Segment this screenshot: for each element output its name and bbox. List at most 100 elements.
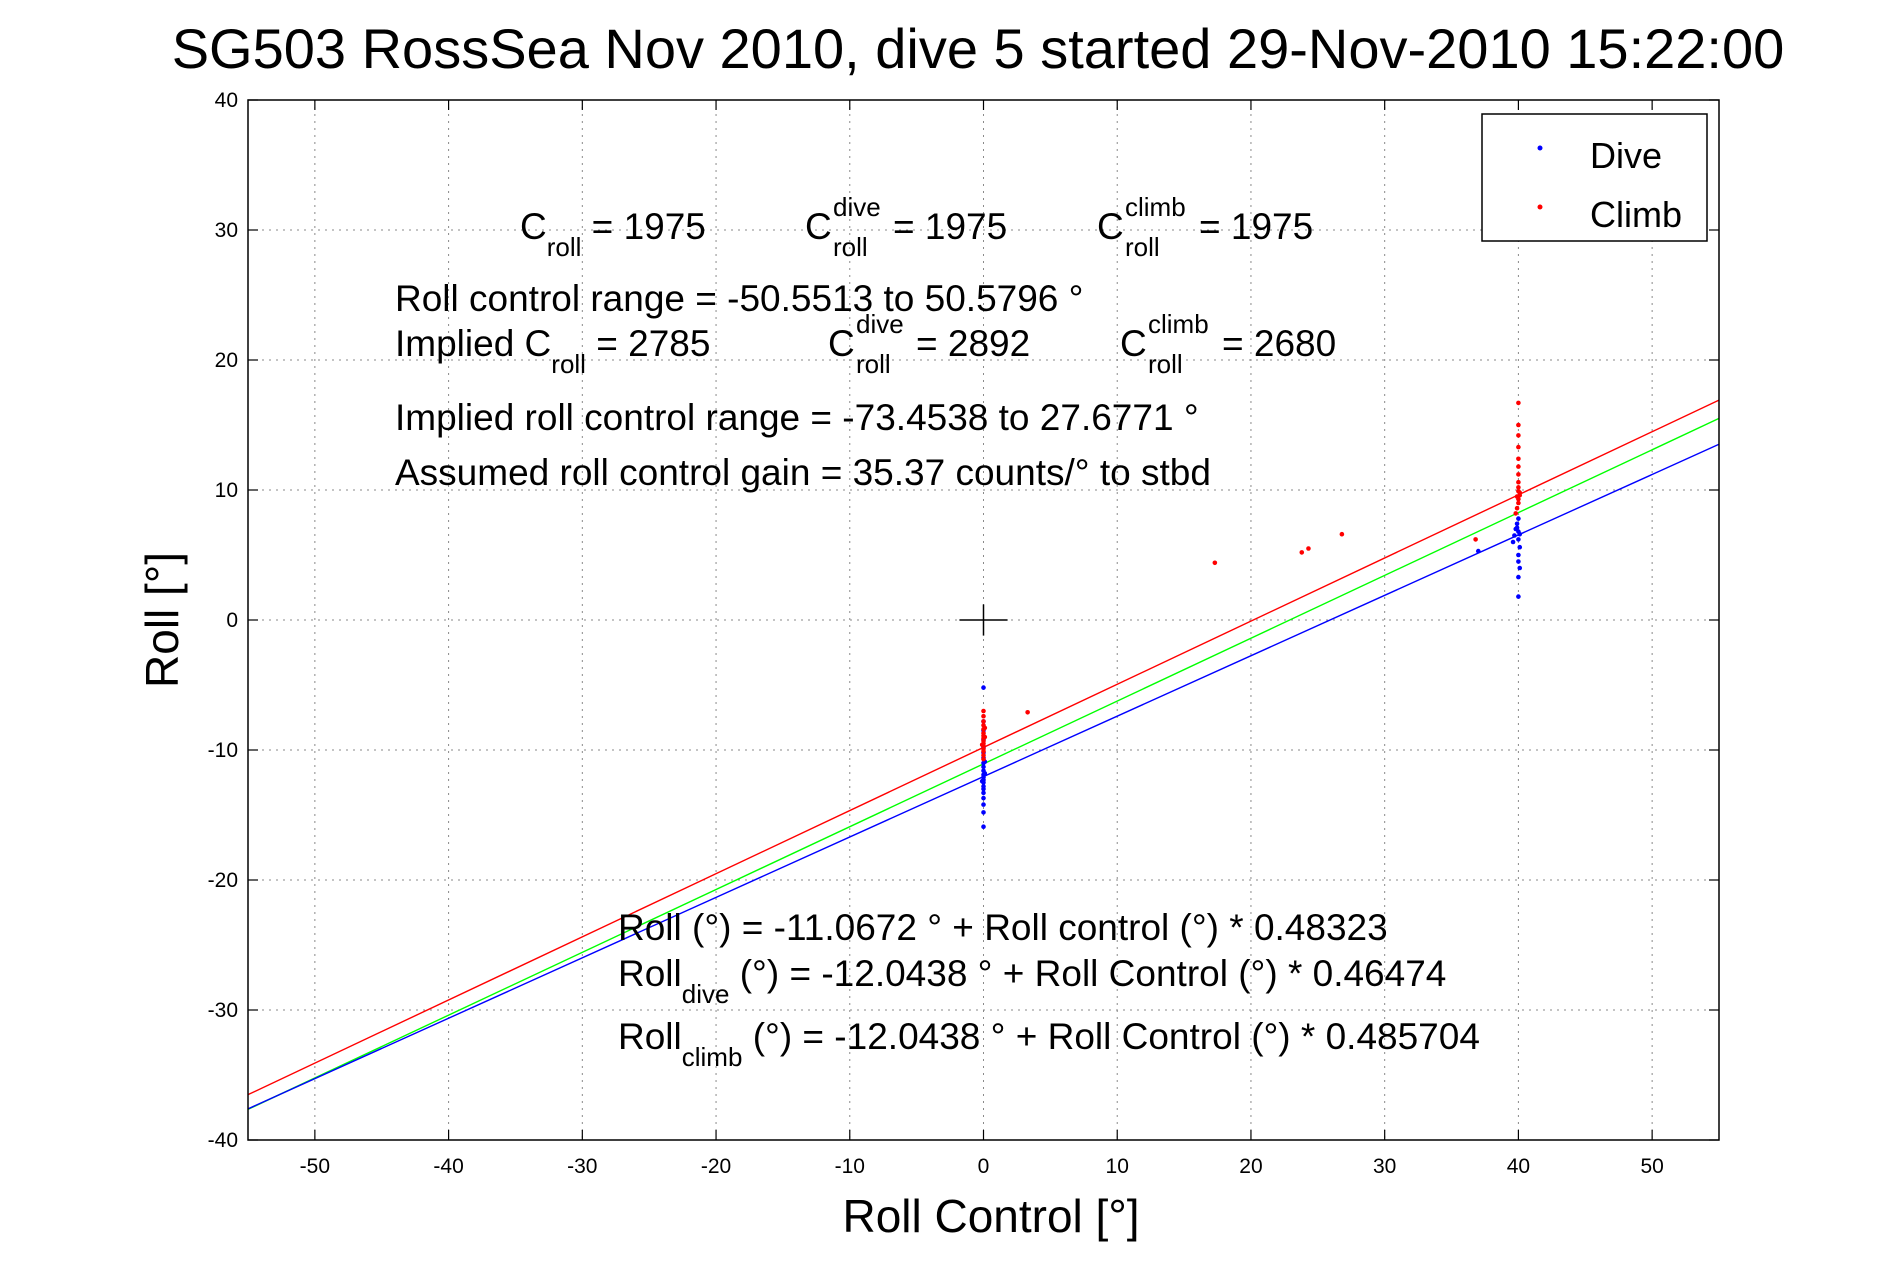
scatter-point-dive	[1517, 544, 1523, 550]
scatter-point-dive	[981, 790, 986, 796]
scatter-point-climb	[1516, 444, 1521, 450]
annotation-implied-c-roll-dive-sup: dive	[856, 309, 904, 339]
scatter-point-climb	[1513, 511, 1519, 516]
scatter-point-climb	[981, 752, 986, 758]
annotation-gain: Assumed roll control gain = 35.37 counts…	[395, 452, 1211, 493]
scatter-point-climb	[1516, 500, 1521, 506]
scatter-point-climb	[981, 749, 986, 754]
scatter-point-dive	[982, 771, 988, 776]
annotation-c-roll-climb-sup: climb	[1125, 192, 1186, 222]
scatter-point-dive	[981, 786, 986, 792]
scatter-point-dive	[1516, 594, 1521, 599]
x-tick-label: -10	[835, 1155, 865, 1178]
y-tick-label: 20	[215, 349, 238, 372]
scatter-point-climb	[981, 708, 986, 714]
annotation-c-roll-climb-sub: roll	[1125, 232, 1160, 262]
x-tick-label: 10	[1106, 1155, 1129, 1178]
annotation-implied-range: Implied roll control range = -73.4538 to…	[395, 397, 1199, 438]
scatter-point-dive	[1516, 559, 1521, 564]
legend-label-dive: Dive	[1590, 135, 1662, 176]
scatter-point-climb	[981, 719, 986, 724]
y-tick-label: -10	[208, 739, 238, 762]
scatter-point-dive	[981, 795, 986, 801]
scatter-point-climb	[1212, 560, 1218, 566]
scatter-point-climb	[1339, 531, 1345, 537]
scatter-point-climb	[1516, 479, 1521, 485]
scatter-point-climb	[1516, 456, 1521, 462]
legend-label-climb: Climb	[1590, 194, 1682, 235]
annotation-c-roll: Croll = 1975	[520, 206, 706, 262]
scatter-point-dive	[1514, 525, 1520, 530]
annotation-implied-c-roll-climb-value: = 2680	[1222, 323, 1336, 364]
annotation-fit-equation-dive: Rolldive (°) = -12.0438 ° + Roll Control…	[618, 953, 1446, 1009]
grid	[248, 100, 1719, 1140]
scatter-point-climb	[979, 742, 985, 748]
scatter-point-dive	[981, 764, 986, 770]
x-tick-label: 40	[1507, 1155, 1530, 1178]
scatter-point-climb	[1306, 546, 1311, 551]
scatter-point-dive	[981, 824, 986, 829]
scatter-point-climb	[1517, 490, 1523, 495]
scatter-point-dive	[1516, 552, 1521, 558]
annotation-c-roll-dive-value: = 1975	[893, 206, 1007, 247]
y-tick-label: -40	[208, 1129, 238, 1152]
y-tick-label: 10	[215, 479, 238, 502]
scatter-point-dive	[1517, 531, 1523, 537]
annotations: Croll = 1975 C dive roll = 1975 C climb …	[395, 192, 1480, 1072]
x-tick-label: 20	[1239, 1155, 1262, 1178]
chart-title: SG503 RossSea Nov 2010, dive 5 started 2…	[172, 17, 1785, 80]
annotation-c-roll-climb: C	[1097, 206, 1124, 247]
scatter-point-climb	[1516, 472, 1521, 477]
scatter-point-dive	[979, 778, 985, 784]
annotation-implied-c-roll-dive-sub: roll	[856, 349, 891, 379]
x-tick-label: 50	[1640, 1155, 1663, 1178]
scatter-point-climb	[1514, 494, 1520, 499]
scatter-point-climb	[1516, 422, 1521, 428]
annotation-c-roll-climb-value: = 1975	[1199, 206, 1313, 247]
legend-marker-dive	[1537, 145, 1543, 151]
scatter-point-climb	[982, 734, 988, 740]
scatter-point-dive	[981, 802, 986, 807]
x-tick-label: -40	[433, 1155, 463, 1178]
annotation-implied-c-roll-climb-sub: roll	[1148, 349, 1183, 379]
scatter-point-dive	[1516, 516, 1521, 521]
legend: Dive Climb	[1481, 113, 1708, 242]
scatter-point-climb	[1473, 537, 1478, 542]
scatter-point-dive	[1512, 533, 1517, 538]
scatter-point-climb	[1516, 464, 1521, 469]
x-axis-label: Roll Control [°]	[842, 1190, 1139, 1242]
annotation-implied-c-roll-dive-value: = 2892	[916, 323, 1030, 364]
scatter-point-climb	[1516, 433, 1521, 438]
origin-crosshair	[959, 604, 1008, 636]
x-tick-label: -30	[567, 1155, 597, 1178]
annotation-c-roll-dive-sup: dive	[833, 192, 881, 222]
scatter-point-dive	[1510, 539, 1516, 545]
x-tick-label: -20	[701, 1155, 731, 1178]
annotation-implied-c-roll: Implied Croll = 2785	[395, 323, 710, 379]
scatter-point-dive	[981, 810, 986, 815]
y-tick-label: 30	[215, 219, 238, 242]
scatter-point-dive	[1475, 548, 1481, 554]
scatter-point-dive	[1516, 537, 1521, 542]
legend-box	[1481, 113, 1708, 242]
scatter-point-climb	[982, 725, 988, 731]
scatter-point-dive	[981, 685, 986, 690]
scatter-point-dive	[1517, 565, 1523, 571]
annotation-implied-c-roll-dive: C	[828, 323, 855, 364]
scatter-point-climb	[1516, 400, 1521, 406]
y-axis-label: Roll [°]	[136, 552, 188, 688]
annotation-implied-c-roll-climb: C	[1120, 323, 1147, 364]
y-tick-label: 0	[226, 609, 238, 632]
annotation-implied-c-roll-climb-sup: climb	[1148, 309, 1209, 339]
scatter-point-dive	[1514, 521, 1520, 527]
y-tick-label: 40	[215, 89, 238, 112]
x-tick-label: 30	[1373, 1155, 1396, 1178]
annotation-c-roll-dive-sub: roll	[833, 232, 868, 262]
x-tick-label: -50	[300, 1155, 330, 1178]
scatter-point-climb	[981, 756, 986, 762]
scatter-point-climb	[1025, 710, 1030, 715]
annotation-c-roll-dive: C	[805, 206, 832, 247]
data-points	[979, 400, 1523, 829]
axis-ticks: -50 -40 -30 -20 -10 0 10 20 30 40 50 40 30 20 10 0 -10 -2…	[208, 89, 1719, 1178]
